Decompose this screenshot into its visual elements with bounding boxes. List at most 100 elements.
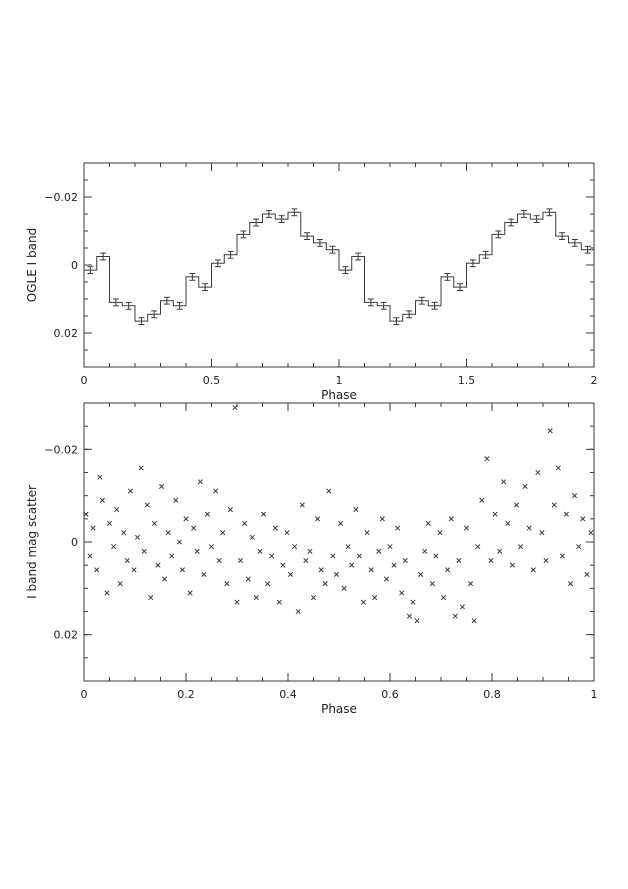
marker-stroke xyxy=(121,530,127,536)
marker-stroke xyxy=(83,511,89,517)
marker-stroke xyxy=(509,562,515,568)
scatter-point xyxy=(433,553,439,559)
x-tick-label: 0.5 xyxy=(203,374,221,387)
marker-stroke xyxy=(257,548,263,554)
scatter-point xyxy=(158,483,165,489)
marker-stroke xyxy=(310,595,317,601)
error-bar xyxy=(253,218,260,227)
marker-stroke xyxy=(368,567,374,573)
scatter-point xyxy=(315,516,321,522)
marker-stroke xyxy=(292,544,298,550)
y-axis-label: OGLE I band xyxy=(25,228,39,302)
scatter-point xyxy=(448,516,454,522)
error-bar xyxy=(265,210,272,218)
marker-stroke xyxy=(399,590,405,596)
marker-stroke xyxy=(356,553,362,559)
x-axis-label: Phase xyxy=(321,702,357,716)
marker-stroke xyxy=(559,553,565,559)
scatter-point xyxy=(234,599,240,605)
scatter-point xyxy=(194,548,200,554)
y-tick-label: 0.02 xyxy=(54,327,79,340)
scatter-point xyxy=(526,525,532,531)
marker-stroke xyxy=(272,525,278,531)
scatter-point xyxy=(94,567,100,573)
scatter-point xyxy=(559,553,565,559)
error-bar xyxy=(291,208,298,217)
scatter-point xyxy=(272,525,278,531)
marker-stroke xyxy=(124,557,130,564)
marker-stroke xyxy=(383,576,389,582)
marker-stroke xyxy=(173,497,179,503)
scatter-point xyxy=(176,539,182,545)
scatter-point xyxy=(269,553,275,559)
marker-stroke xyxy=(563,511,570,517)
scatter-point xyxy=(360,599,367,605)
scatter-point xyxy=(295,608,301,615)
scatter-point xyxy=(345,544,351,550)
scatter-point xyxy=(87,553,93,559)
binned-light-curve xyxy=(84,208,594,325)
scatter-point xyxy=(505,520,511,527)
scatter-point xyxy=(213,488,219,494)
x-tick-label: 1 xyxy=(336,374,343,387)
marker-stroke xyxy=(227,507,233,513)
scatter-point xyxy=(406,613,412,619)
scatter-point xyxy=(349,562,355,568)
marker-stroke xyxy=(87,553,93,559)
marker-stroke xyxy=(99,497,105,503)
error-bar xyxy=(304,232,311,240)
marker-stroke xyxy=(245,576,251,582)
scatter-point xyxy=(399,590,405,596)
scatter-point xyxy=(216,557,222,564)
marker-stroke xyxy=(448,516,454,522)
marker-stroke xyxy=(422,548,428,554)
scatter-point xyxy=(567,581,574,587)
error-bar xyxy=(380,301,387,310)
marker-stroke xyxy=(341,585,347,591)
x-tick-label: 0.2 xyxy=(177,688,195,701)
scatter-point xyxy=(141,548,147,554)
scatter-point xyxy=(513,502,520,508)
marker-stroke xyxy=(518,544,524,550)
scatter-point xyxy=(418,571,424,577)
marker-stroke xyxy=(176,539,182,545)
scatter-point xyxy=(341,585,347,591)
marker-stroke xyxy=(287,571,294,577)
plot-frame xyxy=(83,402,595,682)
scatter-point xyxy=(364,530,370,536)
scatter-point xyxy=(127,488,133,494)
scatter-point xyxy=(471,618,477,624)
scatter-point xyxy=(402,557,408,564)
marker-stroke xyxy=(437,530,443,536)
marker-stroke xyxy=(131,567,137,573)
scatter-point xyxy=(151,520,157,527)
error-bar xyxy=(406,310,413,319)
marker-stroke xyxy=(148,595,154,601)
x-tick-label: 1 xyxy=(591,688,598,701)
error-bar xyxy=(393,317,400,325)
marker-stroke xyxy=(213,488,219,494)
scatter-point xyxy=(572,493,578,499)
error-bar xyxy=(176,301,183,310)
error-bar xyxy=(189,273,196,281)
marker-stroke xyxy=(555,465,561,471)
step-line xyxy=(84,211,594,322)
marker-stroke xyxy=(402,557,408,564)
error-bar xyxy=(508,218,515,227)
marker-stroke xyxy=(284,530,290,536)
scatter-point xyxy=(391,562,397,568)
marker-stroke xyxy=(429,581,435,587)
scatter-point xyxy=(99,497,105,503)
scatter-point xyxy=(475,544,481,550)
marker-stroke xyxy=(242,520,248,527)
scatter-point xyxy=(106,520,113,527)
marker-stroke xyxy=(299,502,305,508)
scatter-point xyxy=(440,595,447,601)
scatter-point xyxy=(204,511,210,517)
marker-stroke xyxy=(90,525,96,531)
scatter-point xyxy=(197,479,203,485)
marker-stroke xyxy=(232,405,238,411)
marker-stroke xyxy=(330,553,336,559)
marker-stroke xyxy=(333,571,340,577)
marker-stroke xyxy=(208,544,215,550)
